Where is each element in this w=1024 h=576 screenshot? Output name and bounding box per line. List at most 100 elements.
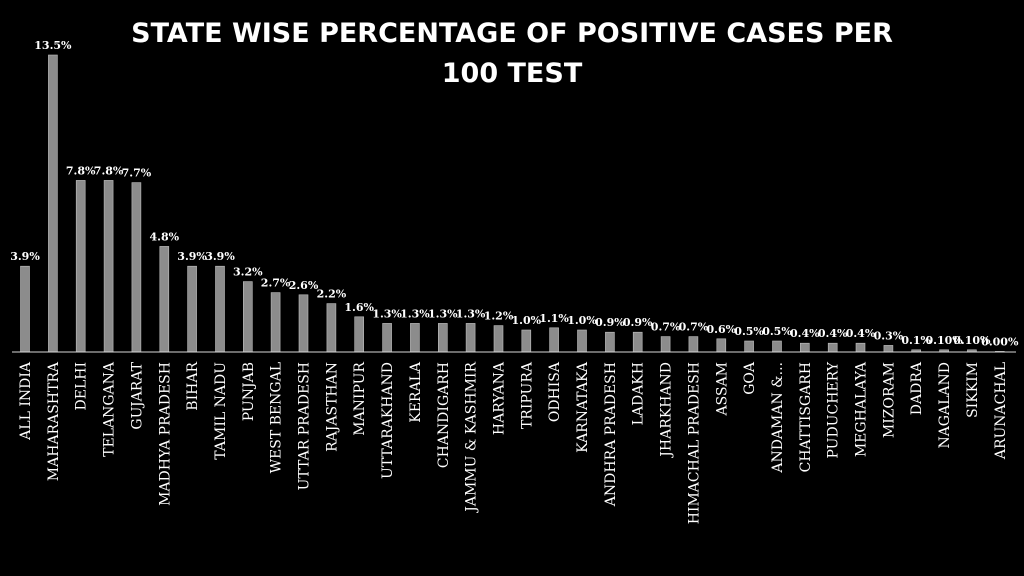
data-label: 7.8% [66, 164, 96, 177]
bar [270, 292, 281, 353]
category-label: DADRA [909, 361, 925, 415]
category-label: TRIPURA [519, 361, 535, 429]
bar [855, 342, 866, 353]
data-label: 2.7% [261, 277, 291, 290]
chart-title: STATE WISE PERCENTAGE OF POSITIVE CASES … [131, 18, 893, 89]
category-label: ASSAM [714, 362, 730, 417]
category-label: CHANDIGARH [436, 362, 452, 468]
data-label: 4.8% [150, 230, 180, 243]
bar [437, 323, 448, 353]
data-label: 0.6% [707, 323, 737, 336]
bar [410, 323, 420, 353]
category-label: GUJARAT [129, 361, 145, 429]
data-label: 1.3% [400, 307, 430, 320]
data-label: 1.2% [484, 310, 514, 323]
data-label: 1.3% [428, 307, 458, 320]
bar [103, 180, 114, 353]
bar [632, 331, 643, 353]
category-label: CHATTISGARH [798, 362, 814, 472]
bar [549, 327, 559, 353]
bar [159, 246, 170, 353]
category-label: ANDAMAN &... [770, 362, 786, 474]
category-label: KERALA [408, 361, 424, 423]
data-label: 1.3% [372, 307, 402, 320]
category-label: SIKKIM [965, 362, 981, 418]
data-label: 0.4% [846, 327, 876, 340]
data-label: 1.3% [456, 307, 486, 320]
category-label: MAHARASHTRA [46, 361, 62, 481]
bar [521, 329, 532, 353]
category-label: BIHAR [185, 362, 201, 411]
data-label: 0.5% [734, 325, 764, 338]
category-label: UTTARAKHAND [380, 362, 396, 479]
bar [577, 329, 587, 353]
category-label: MEGHALAYA [854, 361, 870, 457]
bar [215, 265, 225, 353]
data-label: 0.7% [651, 321, 681, 334]
bar [799, 342, 810, 353]
data-label: 0.3% [874, 329, 904, 342]
bar [354, 316, 365, 353]
category-label: GOA [742, 361, 758, 395]
category-label: DELHI [74, 362, 90, 410]
bar [493, 325, 504, 353]
category-label: ANDHRA PRADESH [603, 362, 619, 507]
data-label: 3.2% [233, 266, 263, 279]
data-label: 0.4% [818, 327, 848, 340]
data-label: 3.9% [205, 250, 235, 263]
data-label: 1.6% [344, 301, 374, 314]
data-label: 2.6% [289, 279, 319, 292]
bar [660, 336, 671, 353]
category-label: ODHISA [547, 361, 563, 422]
category-label: PUNJAB [241, 362, 257, 421]
category-label: WEST BENGAL [269, 362, 285, 473]
category-label: RAJASTHAN [324, 362, 340, 452]
data-label: 0.5% [762, 325, 792, 338]
category-label: MIZORAM [881, 362, 897, 438]
data-label: 0.10% [953, 334, 991, 347]
data-label: 1.0% [567, 314, 597, 327]
category-label: LADAKH [631, 362, 647, 425]
bar [716, 338, 727, 353]
bars-layer [20, 54, 1005, 353]
data-label: 0.4% [790, 327, 820, 340]
bar [131, 182, 142, 353]
bar [382, 323, 392, 353]
bar [75, 180, 86, 353]
category-label: JHARKHAND [659, 362, 675, 459]
data-label: 0.00% [981, 335, 1019, 348]
bar [744, 340, 754, 353]
bar [605, 331, 615, 353]
data-label: 7.7% [122, 167, 152, 180]
bar [326, 303, 337, 353]
category-label: ALL INDIA [18, 361, 34, 441]
data-label: 0.9% [595, 316, 625, 329]
bar [688, 336, 699, 353]
category-label: ARUNACHAL [993, 362, 1009, 460]
bar [243, 281, 253, 353]
data-label: 0.9% [623, 316, 653, 329]
category-label: TELANGANA [102, 361, 118, 457]
data-label: 0.1% [901, 334, 931, 347]
bar [298, 294, 309, 353]
data-label: 3.9% [177, 250, 207, 263]
category-label: TAMIL NADU [213, 362, 229, 460]
data-label: 0.7% [679, 321, 709, 334]
bar [465, 323, 476, 353]
category-label: KARNATAKA [575, 361, 591, 453]
category-label: HARYANA [492, 361, 508, 435]
category-label: PUDUCHERY [826, 361, 842, 458]
bar [772, 340, 782, 353]
data-label: 0.10% [925, 334, 963, 347]
category-label: MADHYA PRADESH [157, 362, 173, 506]
data-label: 3.9% [10, 250, 40, 263]
category-label: HIMACHAL PRADESH [686, 362, 702, 524]
data-label: 2.2% [317, 288, 347, 301]
category-labels-layer: ALL INDIA MAHARASHTRA DELHI TELANGANA GUJARA… [18, 361, 1009, 524]
data-label: 7.8% [94, 164, 124, 177]
bar [187, 265, 197, 353]
data-label: 1.0% [512, 314, 542, 327]
bar [883, 345, 894, 353]
category-label: UTTAR PRADESH [297, 362, 313, 490]
